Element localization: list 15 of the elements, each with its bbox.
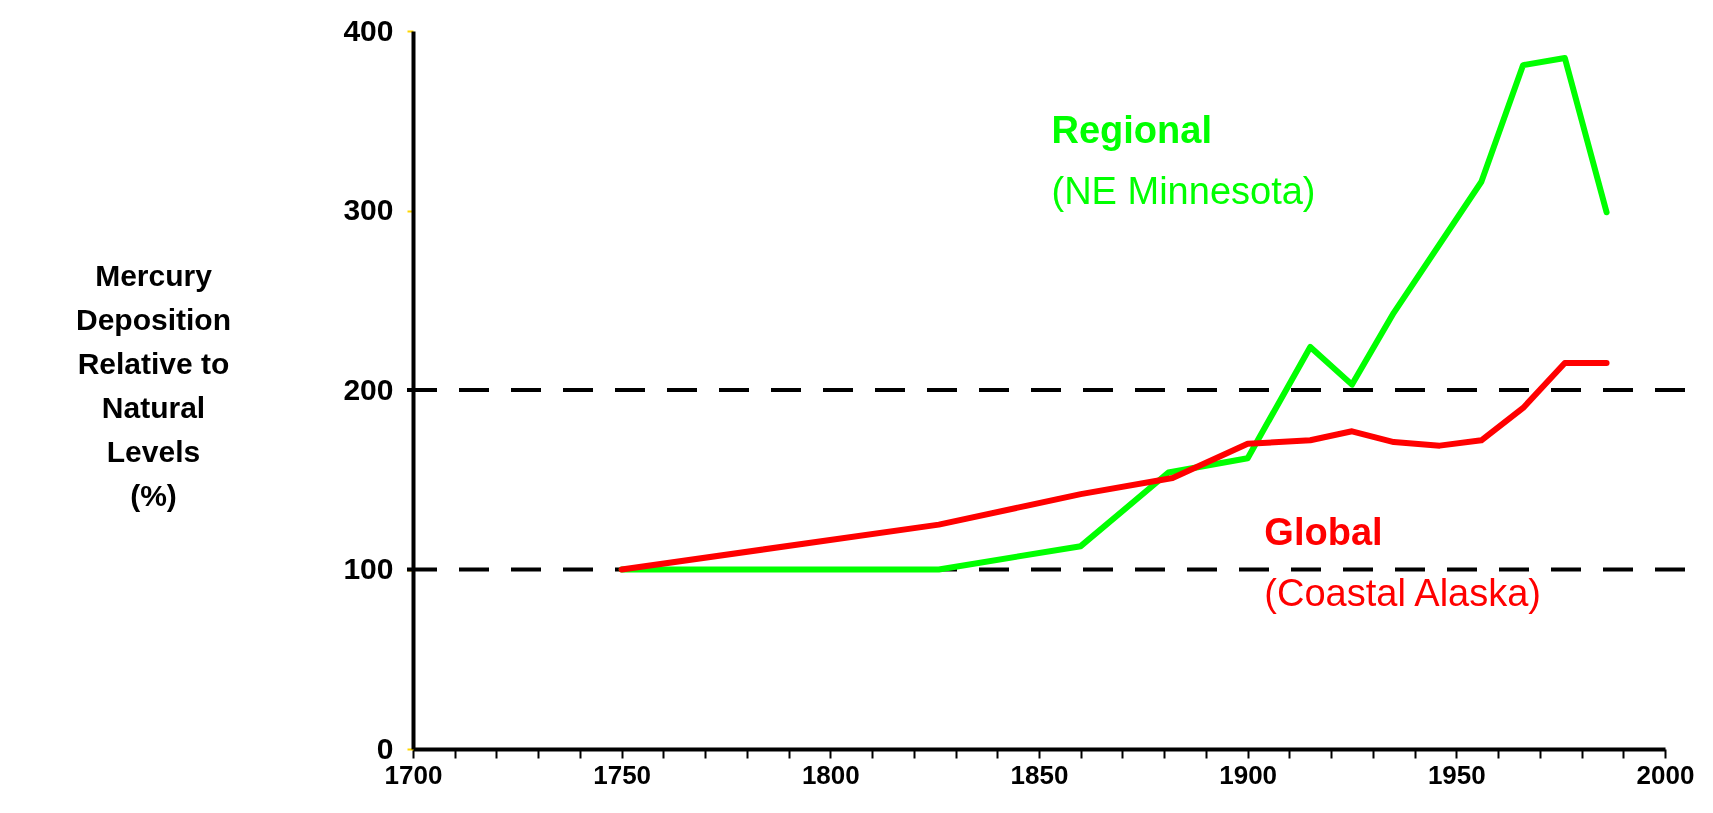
y-tick-label: 200 (343, 372, 394, 406)
y-tick-label: 400 (343, 13, 394, 47)
y-tick-label: 100 (343, 552, 394, 585)
x-tick-label: 1800 (801, 759, 860, 790)
x-tick-label: 1900 (1219, 759, 1278, 790)
x-tick-label: 1950 (1427, 759, 1486, 790)
y-axis-title: Mercury Deposition Relative to Natural Levels (%) (76, 258, 231, 512)
text: Regional (1051, 108, 1212, 151)
annotation: (NE Minnesota) (1051, 169, 1316, 212)
annotation: (Coastal Alaska) (1264, 571, 1542, 614)
x-tick-label: 2000 (1636, 759, 1695, 790)
series-label: Global (1264, 510, 1383, 553)
y-tick-label: 300 (343, 193, 394, 226)
x-tick-label: 1750 (593, 759, 652, 790)
x-tick-label: 1850 (1010, 759, 1069, 790)
